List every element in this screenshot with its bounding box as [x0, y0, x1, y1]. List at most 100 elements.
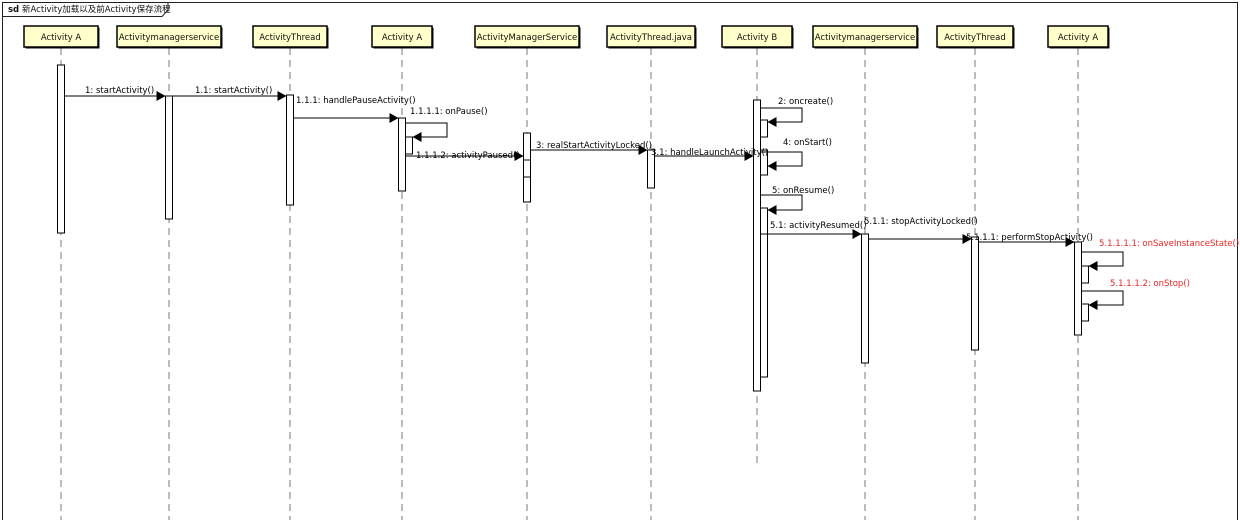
- frame-keyword: sd: [8, 5, 19, 15]
- arrowhead-icon: [1088, 261, 1098, 271]
- message-label: 5.1: activityResumed(): [770, 221, 867, 231]
- message-label: 1.1.1.1: onPause(): [410, 107, 488, 117]
- message-5: 1.1.1.2: activityPaused(): [405, 151, 524, 161]
- participant-box: [23, 25, 99, 48]
- participant-box: [606, 25, 696, 48]
- participant-box: [371, 25, 433, 48]
- message-label: 3.1: handleLaunchActivity(): [651, 148, 768, 158]
- arrowhead-icon: [767, 117, 777, 127]
- frame-title-tab: [2, 2, 169, 17]
- message-10: 5: onResume(): [760, 186, 834, 215]
- arrowhead-icon: [744, 151, 754, 161]
- participant-label: ActivityManagerService: [477, 33, 577, 43]
- message-2: 1.1: startActivity(): [172, 86, 287, 101]
- self-message-line: [1081, 251, 1124, 267]
- activation-bar: [760, 119, 768, 138]
- participant-1: Activity A: [23, 25, 100, 49]
- participant-box: [812, 25, 918, 48]
- activation-bar: [861, 233, 869, 364]
- activation-bar: [405, 136, 413, 155]
- message-label: 5.1.1.1: performStopActivity(): [966, 233, 1093, 243]
- participant-9: ActivityThread: [936, 25, 1015, 49]
- arrowhead-icon: [767, 161, 777, 171]
- arrowhead-icon: [638, 145, 648, 155]
- message-12: 5.1.1: stopActivityLocked(): [864, 217, 978, 244]
- message-label: 5.1.1.1.1: onSaveInstanceState(): [1099, 239, 1239, 249]
- message-13: 5.1.1.1: performStopActivity(): [966, 233, 1093, 247]
- activation-bar: [647, 149, 655, 189]
- participant-8: Activitymanagerservice: [812, 25, 919, 49]
- participant-box: [116, 25, 222, 48]
- activation-bar: [971, 236, 979, 351]
- activation-bar: [286, 94, 294, 206]
- message-label: 5: onResume(): [772, 186, 834, 196]
- activation-bar: [760, 149, 768, 176]
- message-1: 1: startActivity(): [64, 86, 166, 101]
- message-label: 5.1.1.1.2: onStop(): [1110, 279, 1190, 289]
- message-15: 5.1.1.1.2: onStop(): [1081, 279, 1190, 310]
- message-7: 3.1: handleLaunchActivity(): [651, 148, 768, 161]
- participant-box: [474, 25, 580, 48]
- participant-label: Activity B: [737, 33, 777, 43]
- participant-label: Activitymanagerservice: [815, 33, 915, 43]
- participant-label: Activity A: [41, 33, 81, 43]
- participant-7: Activity B: [721, 25, 794, 49]
- self-message-line: [760, 151, 803, 167]
- message-8: 2: oncreate(): [760, 97, 833, 127]
- participant-label: Activitymanagerservice: [119, 33, 219, 43]
- participant-4: Activity A: [371, 25, 434, 49]
- participant-label: ActivityThread: [944, 33, 1006, 43]
- activation-bar: [57, 64, 65, 234]
- arrowhead-icon: [156, 91, 166, 101]
- participant-label: ActivityThread: [259, 33, 321, 43]
- participant-box: [721, 25, 793, 48]
- message-label: 1.1.1.2: activityPaused(): [416, 151, 520, 161]
- activation-bar: [1081, 303, 1089, 322]
- self-message-line: [1081, 290, 1124, 306]
- activation-bar: [760, 207, 768, 378]
- arrowhead-icon: [767, 205, 777, 215]
- participant-box: [936, 25, 1014, 48]
- message-9: 4: onStart(): [760, 138, 832, 171]
- participant-box: [1047, 25, 1109, 48]
- arrowhead-icon: [277, 91, 287, 101]
- activation-bar: [1074, 241, 1082, 336]
- message-4: 1.1.1.1: onPause(): [405, 107, 488, 142]
- participant-3: ActivityThread: [252, 25, 329, 49]
- arrowhead-icon: [1065, 237, 1075, 247]
- message-label: 5.1.1: stopActivityLocked(): [864, 217, 978, 227]
- participant-10: Activity A: [1047, 25, 1110, 49]
- message-14: 5.1.1.1.1: onSaveInstanceState(): [1081, 239, 1239, 271]
- activation-bar: [1081, 265, 1089, 284]
- activation-bar: [398, 117, 406, 192]
- participant-label: Activity A: [382, 33, 422, 43]
- self-message-line: [760, 107, 803, 123]
- arrowhead-icon: [389, 113, 399, 123]
- participant-6: ActivityThread.java: [606, 25, 697, 49]
- message-label: 1.1.1: handlePauseActivity(): [296, 96, 416, 106]
- activation-bar: [523, 132, 531, 203]
- message-6: 3: realStartActivityLocked(): [530, 141, 652, 155]
- arrowhead-icon: [962, 234, 972, 244]
- arrowhead-icon: [1088, 300, 1098, 310]
- message-label: 2: oncreate(): [778, 97, 833, 107]
- self-message-line: [760, 194, 803, 211]
- arrowhead-icon: [412, 132, 422, 142]
- arrowhead-icon: [514, 151, 524, 161]
- message-label: 1: startActivity(): [85, 86, 154, 96]
- message-3: 1.1.1: handlePauseActivity(): [293, 96, 416, 123]
- activation-bar: [165, 95, 173, 220]
- participant-label: ActivityThread.java: [610, 33, 692, 43]
- activation-bar: [753, 99, 761, 392]
- participant-label: Activity A: [1058, 33, 1098, 43]
- participant-5: ActivityManagerService: [474, 25, 581, 49]
- participant-2: Activitymanagerservice: [116, 25, 223, 49]
- message-11: 5.1: activityResumed(): [760, 221, 867, 239]
- frame-title: 新Activity加载以及前Activity保存流程: [22, 4, 171, 15]
- message-label: 3: realStartActivityLocked(): [536, 141, 652, 151]
- self-message-line: [405, 122, 448, 138]
- arrowhead-icon: [852, 229, 862, 239]
- message-label: 4: onStart(): [783, 138, 832, 148]
